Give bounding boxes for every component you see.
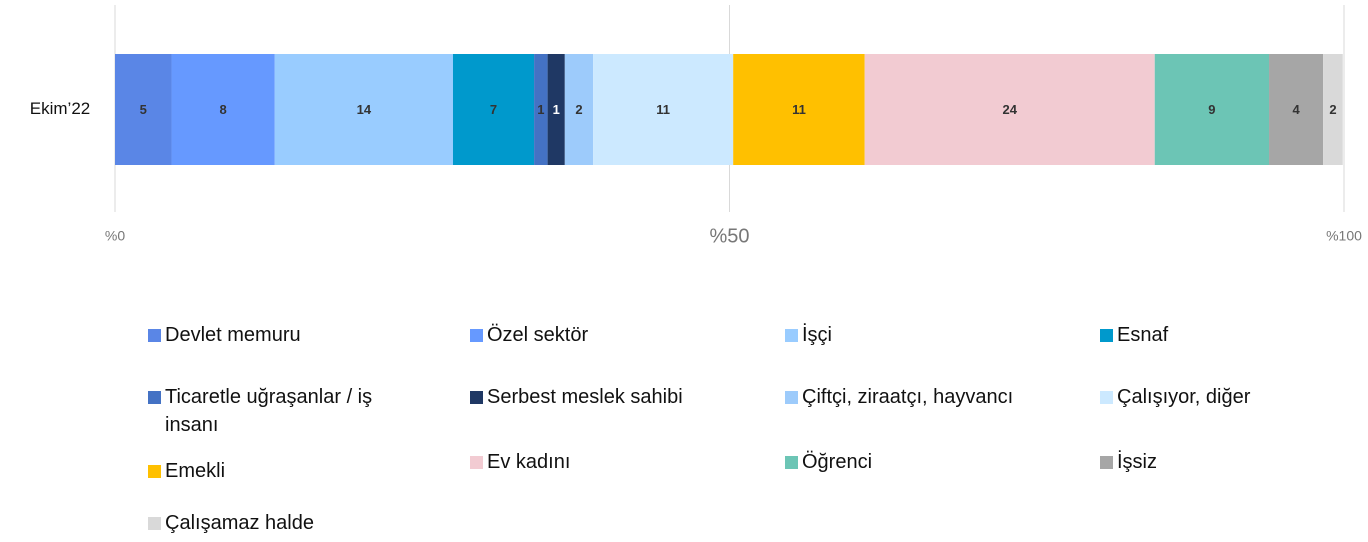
legend-swatch xyxy=(148,465,161,478)
legend-label: Çalışamaz halde xyxy=(165,512,314,534)
bar-segment xyxy=(733,54,865,165)
legend-swatch xyxy=(1100,456,1113,469)
data-label: 2 xyxy=(575,102,582,117)
legend-item: Ev kadını xyxy=(470,448,570,476)
legend-item: Çalışamaz halde xyxy=(148,509,314,537)
legend-label: Öğrenci xyxy=(802,451,873,473)
legend-item: Emekli xyxy=(148,457,225,485)
bar-segment xyxy=(171,54,275,165)
data-label: 11 xyxy=(656,102,670,117)
legend-item: Esnaf xyxy=(1100,321,1168,349)
legend-item: Çalışıyor, diğer xyxy=(1100,383,1250,411)
legend-swatch xyxy=(785,391,798,404)
bar-segment xyxy=(115,54,172,165)
bar-segment xyxy=(864,54,1155,165)
legend-swatch xyxy=(470,456,483,469)
bar-segment xyxy=(593,54,734,165)
legend-label: Özel sektör xyxy=(487,324,589,346)
legend-label: Emekli xyxy=(165,460,226,482)
legend-swatch xyxy=(785,456,798,469)
bar-segment xyxy=(274,54,453,165)
legend-swatch xyxy=(470,329,483,342)
legend-item: Serbest meslek sahibi xyxy=(470,383,683,411)
bar-segment xyxy=(1154,54,1270,165)
legend-item: Özel sektör xyxy=(470,321,588,349)
legend-label: Ev kadını xyxy=(487,451,571,473)
legend-swatch xyxy=(470,391,483,404)
data-label: 24 xyxy=(1002,102,1017,117)
legend-swatch xyxy=(148,329,161,342)
legend-swatch xyxy=(1100,391,1113,404)
legend-label: Esnaf xyxy=(1117,324,1169,346)
data-label: 4 xyxy=(1292,102,1300,117)
legend-label: Çiftçi, ziraatçı, hayvancı xyxy=(802,386,1014,408)
data-label: 9 xyxy=(1208,102,1215,117)
bar-segment xyxy=(564,54,594,165)
x-tick-label: %100 xyxy=(1326,228,1362,244)
legend-item: İşsiz xyxy=(1100,448,1157,476)
bar-segment xyxy=(1269,54,1324,165)
legend-label: Serbest meslek sahibi xyxy=(487,386,683,408)
legend-label: Çalışıyor, diğer xyxy=(1117,386,1251,408)
legend-item: Devlet memuru xyxy=(148,321,301,349)
legend-label: Ticaretle uğraşanlar / iş insanı xyxy=(165,386,373,436)
x-tick-label: %50 xyxy=(709,225,749,247)
legend-item: Öğrenci xyxy=(785,448,872,476)
legend-swatch xyxy=(785,329,798,342)
data-label: 7 xyxy=(490,102,497,117)
data-label: 11 xyxy=(792,102,806,117)
legend-swatch xyxy=(1100,329,1113,342)
bar-segment xyxy=(547,54,565,165)
bar-segment xyxy=(452,54,535,165)
data-label: 5 xyxy=(140,102,147,117)
data-label: 2 xyxy=(1329,102,1336,117)
legend-label: İşçi xyxy=(802,324,832,346)
legend-item: İşçi xyxy=(785,321,832,349)
data-label: 1 xyxy=(553,102,560,117)
legend-swatch xyxy=(148,517,161,530)
y-tick-label: Ekim’22 xyxy=(30,99,90,118)
bar-segment xyxy=(1323,54,1343,165)
legend-item: Çiftçi, ziraatçı, hayvancı xyxy=(785,383,1013,411)
legend-label: İşsiz xyxy=(1117,451,1157,473)
bar-segment xyxy=(534,54,548,165)
legend-item: Ticaretle uğraşanlar / iş insanı xyxy=(148,383,408,439)
data-label: 1 xyxy=(537,102,544,117)
data-label: 14 xyxy=(357,102,372,117)
x-tick-label: %0 xyxy=(105,228,125,244)
data-label: 8 xyxy=(220,102,227,117)
legend-swatch xyxy=(148,391,161,404)
legend-label: Devlet memuru xyxy=(165,324,301,346)
